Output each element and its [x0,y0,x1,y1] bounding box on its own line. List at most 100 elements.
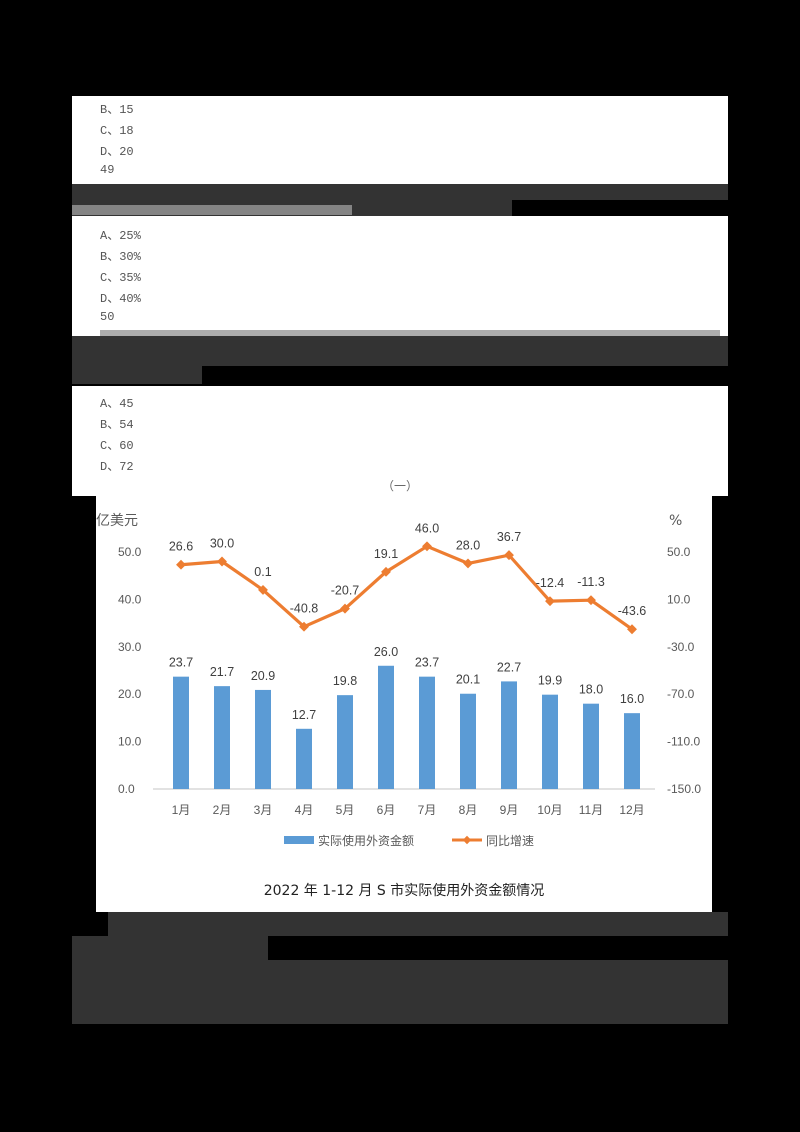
q48-option-b: B、15 [100,103,134,117]
bar-label: 26.0 [374,645,398,659]
x-category: 3月 [254,803,273,817]
bar [378,665,394,789]
line-marker [545,596,555,607]
q49-option-d: D、40% [100,292,141,306]
line-marker [463,558,473,569]
right-tick: -70.0 [667,687,695,701]
left-tick: 30.0 [118,640,142,654]
growth-rate-markers [176,541,637,635]
bar [542,694,558,789]
q49-stem-faint-text [72,205,352,215]
line-label: 30.0 [210,537,234,551]
q49-option-b: B、30% [100,250,141,264]
legend: 实际使用外资金额 同比增速 [284,833,534,848]
bar-label: 20.1 [456,673,480,687]
bar [624,713,640,789]
x-category: 8月 [459,803,478,817]
line-marker [586,595,596,606]
redacted-paragraph-line3 [72,960,728,998]
line-label: 46.0 [415,521,439,535]
line-label: 36.7 [497,530,521,544]
legend-bar-label: 实际使用外资金额 [318,833,414,848]
legend-line-label: 同比增速 [486,834,534,848]
line-marker [340,603,350,614]
line-label: 19.1 [374,547,398,561]
x-category: 5月 [336,803,355,817]
x-axis-categories: 1月 2月 3月 4月 5月 6月 7月 8月 9月 10月 11月 12月 [172,803,645,817]
line-label: -43.6 [618,604,647,618]
right-axis-unit: % [669,513,682,529]
x-category: 12月 [619,803,644,817]
bar [296,728,312,789]
x-category: 7月 [418,803,437,817]
right-tick: 50.0 [667,545,691,559]
chart-title: 2022 年 1-12 月 S 市实际使用外资金额情况 [264,882,545,899]
x-category: 1月 [172,803,191,817]
bar-label: 22.7 [497,660,521,674]
bar [501,681,517,789]
x-category: 9月 [500,803,519,817]
x-category: 2月 [213,803,232,817]
bar-label: 19.8 [333,674,357,688]
q49-number: 49 [100,163,115,177]
redacted-q50-stem-line1 [72,336,728,366]
section-label: （一） [381,479,418,493]
x-category: 6月 [377,803,396,817]
growth-rate-line [180,544,633,631]
bar [214,686,230,789]
left-tick: 0.0 [118,782,135,796]
combo-chart: 亿美元 50.0 40.0 30.0 20.0 10.0 0.0 50.0 10.0 -30.… [96,495,712,912]
left-axis-ticks: 50.0 40.0 30.0 20.0 10.0 0.0 [118,545,142,796]
q50-option-d: D、72 [100,460,134,474]
bar [173,676,189,789]
legend-bar-swatch [284,836,314,844]
left-tick: 40.0 [118,592,142,606]
line-label: -11.3 [577,575,605,589]
bar-label: 23.7 [415,656,439,670]
x-category: 10月 [537,803,562,817]
bar [255,689,271,789]
line-marker [176,559,186,570]
bar-label: 20.9 [251,669,275,683]
legend-line-marker [462,835,472,845]
right-tick: 10.0 [667,592,691,606]
bar [583,703,599,789]
line-label: -20.7 [331,584,360,598]
bar-label: 21.7 [210,665,234,679]
bar [419,676,435,789]
left-tick: 10.0 [118,735,142,749]
bar-series [173,665,640,789]
line-label: 26.6 [169,540,193,554]
right-tick: -30.0 [667,640,695,654]
bar-label: 12.7 [292,708,316,722]
q50-option-c: C、60 [100,439,134,453]
bar-label: 16.0 [620,692,644,706]
bar-data-labels: 23.7 21.7 20.9 12.7 19.8 26.0 23.7 20.1 22.7 19.9… [169,645,644,722]
redacted-paragraph-line2 [72,936,268,960]
redacted-paragraph-line1 [108,912,728,936]
line-label: -12.4 [536,576,565,590]
q50-option-b: B、54 [100,418,134,432]
q50-stem-faint-text [100,330,720,336]
q50-option-a: A、45 [100,397,134,411]
redacted-q50-stem-line2 [72,366,202,384]
x-category: 4月 [295,803,314,817]
x-category: 11月 [579,803,603,817]
right-axis-ticks: 50.0 10.0 -30.0 -70.0 -110.0 -150.0 [667,545,701,796]
line-label: 0.1 [254,565,271,579]
line-marker [217,556,227,567]
q48-option-c: C、18 [100,124,134,138]
bar-label: 23.7 [169,656,193,670]
line-label: -40.8 [290,602,319,616]
left-tick: 20.0 [118,687,142,701]
line-data-labels: 26.6 30.0 0.1 -40.8 -20.7 19.1 46.0 28.0 36.7 -12… [169,521,646,618]
q50-number: 50 [100,310,115,324]
left-tick: 50.0 [118,545,142,559]
bar [460,693,476,789]
page-area-q49-options [72,216,728,336]
line-marker [627,624,637,635]
chart-svg: 亿美元 50.0 40.0 30.0 20.0 10.0 0.0 50.0 10.0 -30.… [96,513,701,899]
bar-label: 19.9 [538,674,562,688]
q48-option-d: D、20 [100,145,134,159]
line-label: 28.0 [456,538,480,552]
